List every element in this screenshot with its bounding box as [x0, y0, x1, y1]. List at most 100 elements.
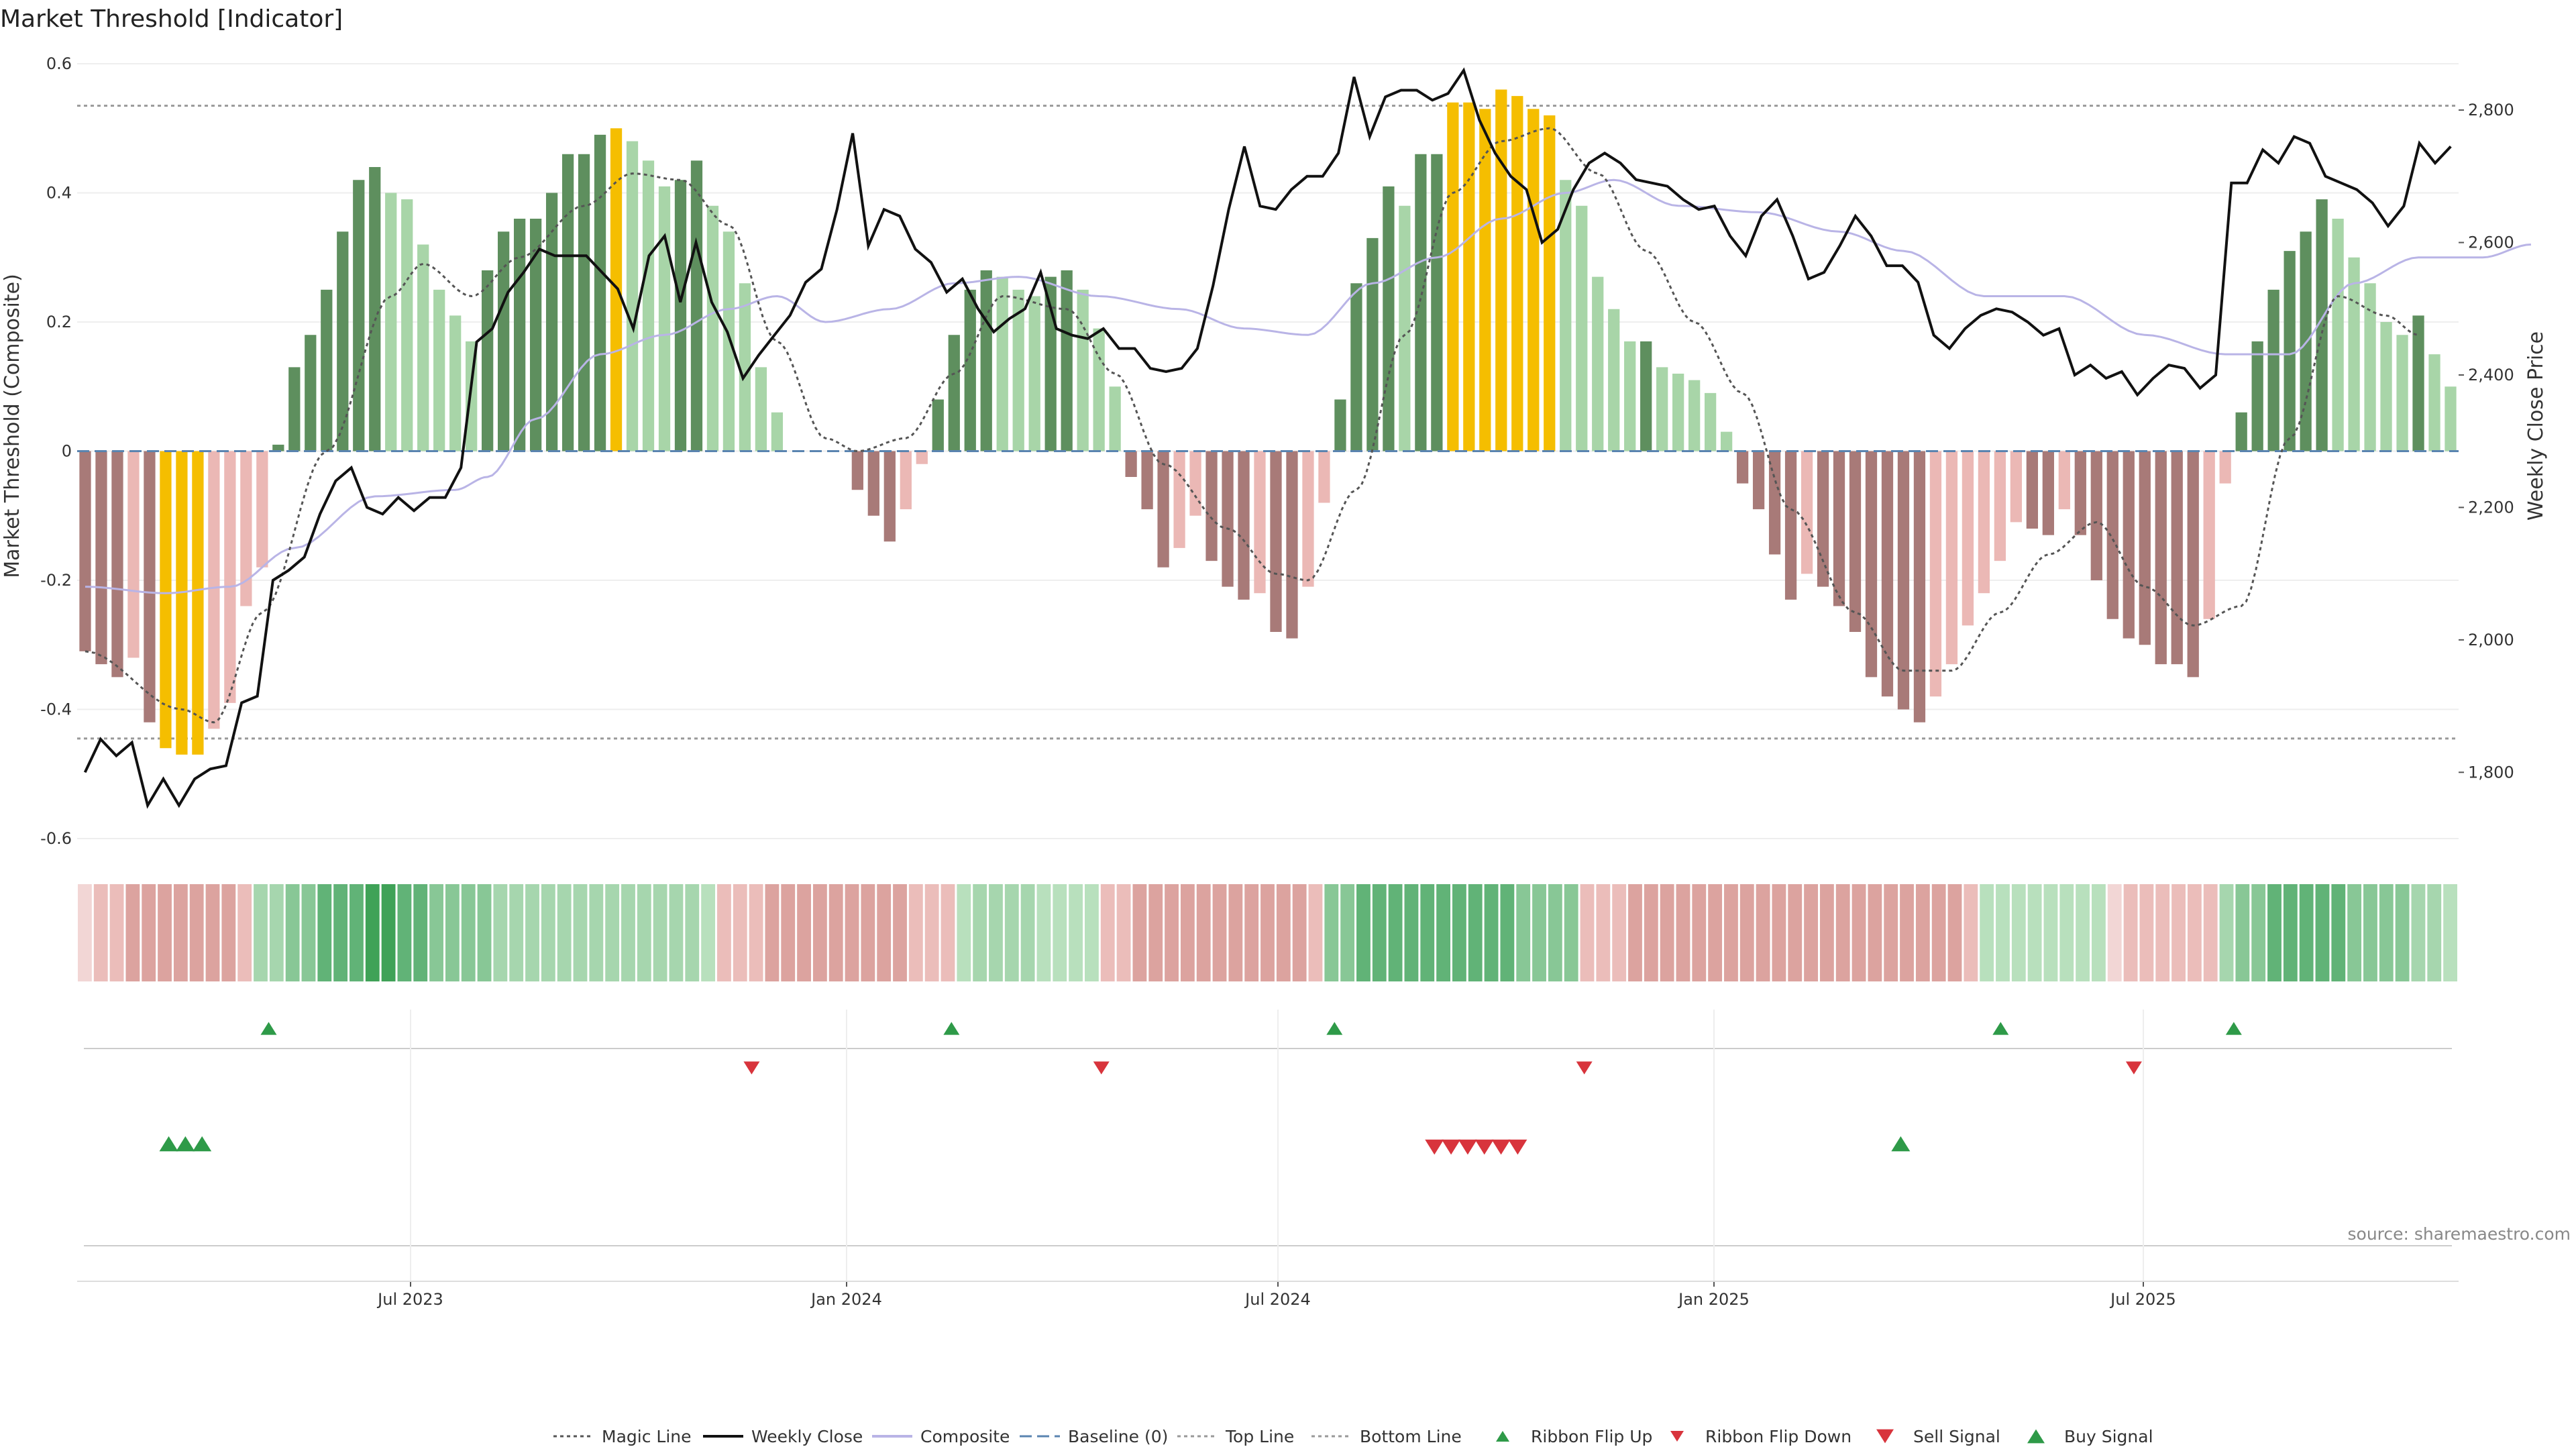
heat-strip-cell — [1500, 884, 1515, 981]
composite-bar — [1720, 431, 1733, 451]
heat-strip-cell — [317, 884, 332, 981]
heat-strip-cell — [397, 884, 412, 981]
heat-strip-cell — [413, 884, 428, 981]
buy-signal-marker — [193, 1136, 212, 1152]
composite-bar — [545, 193, 558, 451]
heat-strip-cell — [525, 884, 539, 981]
composite-bar — [1238, 451, 1250, 600]
y-right-tick: 2,000 — [2468, 631, 2514, 649]
heat-strip-cell — [93, 884, 108, 981]
composite-bar — [2058, 451, 2070, 510]
heat-strip-cell — [717, 884, 731, 981]
heat-strip-cell — [78, 884, 92, 981]
heat-strip-cell — [285, 884, 300, 981]
y-axis-right-label: Weekly Close Price — [2524, 331, 2548, 521]
composite-bar — [722, 231, 735, 451]
ribbon-flip-up-marker — [943, 1022, 960, 1035]
heat-strip-cell — [189, 884, 204, 981]
composite-bar — [642, 160, 655, 451]
heat-strip-cell — [1564, 884, 1578, 981]
composite-bar — [1028, 296, 1040, 451]
composite-bar — [1415, 154, 1427, 451]
composite-bar — [964, 289, 976, 451]
composite-bar — [2203, 451, 2215, 619]
legend-label: Baseline (0) — [1068, 1427, 1168, 1446]
y-right-tick: 2,400 — [2468, 366, 2514, 384]
heat-strip-cell — [2219, 884, 2234, 981]
composite-bar — [401, 199, 413, 451]
heat-strip-cell — [2187, 884, 2202, 981]
heat-strip-cell — [477, 884, 492, 981]
heat-strip-cell — [1452, 884, 1466, 981]
y-left-tick: 0 — [62, 442, 72, 461]
heat-strip-cell — [1116, 884, 1131, 981]
composite-bar — [2380, 322, 2392, 451]
composite-bar — [1399, 205, 1411, 451]
heat-strip-cell — [685, 884, 700, 981]
composite-bar — [2171, 451, 2183, 665]
heat-strip-cell — [1596, 884, 1611, 981]
heat-strip-cell — [125, 884, 140, 981]
heat-strip-cell — [1085, 884, 1099, 981]
heat-strip-cell — [749, 884, 763, 981]
composite-bar — [95, 451, 107, 665]
composite-bar — [706, 205, 719, 451]
composite-bar — [1945, 451, 1958, 665]
heat-strip-cell — [2043, 884, 2058, 981]
composite-bar — [1752, 451, 1765, 510]
heat-strip-cell — [2331, 884, 2346, 981]
composite-bar — [449, 315, 462, 451]
heat-strip-cell — [701, 884, 716, 981]
composite-bar — [867, 451, 879, 516]
x-tick: Jan 2024 — [810, 1290, 882, 1309]
legend-label: Bottom Line — [1360, 1427, 1462, 1446]
heat-strip-cell — [1372, 884, 1387, 981]
buy-signal-marker — [176, 1136, 195, 1152]
composite-bar — [1608, 309, 1620, 451]
composite-bar — [240, 451, 252, 606]
composite-bar — [224, 451, 236, 703]
heat-strip-cell — [1804, 884, 1818, 981]
composite-bar — [1656, 367, 1668, 451]
y-left-tick: -0.2 — [40, 571, 72, 590]
heat-strip-cell — [2251, 884, 2266, 981]
heat-strip-cell — [1676, 884, 1690, 981]
composite-bar — [1801, 451, 1813, 574]
composite-bar — [1881, 451, 1894, 697]
composite-bar — [337, 231, 349, 451]
heat-strip-cell — [1244, 884, 1259, 981]
composite-bar — [1817, 451, 1829, 587]
heat-strip-cell — [2139, 884, 2154, 981]
heat-strip-cell — [2123, 884, 2138, 981]
composite-bar — [1366, 237, 1379, 451]
composite-bar — [2348, 257, 2360, 451]
heat-strip-cell — [333, 884, 348, 981]
composite-bar — [208, 451, 220, 729]
heat-strip-cell — [461, 884, 476, 981]
heat-strip-cell — [908, 884, 923, 981]
composite-bar — [1318, 451, 1330, 503]
composite-bar — [2010, 451, 2023, 523]
heat-strip-cell — [158, 884, 172, 981]
heat-strip-cell — [941, 884, 955, 981]
heat-strip-cell — [2347, 884, 2362, 981]
heat-strip-cell — [2363, 884, 2377, 981]
heat-strip-cell — [1532, 884, 1546, 981]
legend-label: Weekly Close — [751, 1427, 863, 1446]
heat-strip-cell — [1436, 884, 1450, 981]
composite-bar — [1044, 276, 1057, 451]
heat-strip-cell — [205, 884, 220, 981]
heat-strip-cell — [541, 884, 555, 981]
heat-strip-cell — [509, 884, 524, 981]
composite-bar — [674, 180, 687, 451]
composite-bar — [1592, 276, 1604, 451]
buy-signal-marker — [1891, 1136, 1911, 1152]
heat-strip-cell — [2267, 884, 2282, 981]
composite-bar — [610, 128, 623, 451]
composite-bar — [658, 186, 671, 451]
heat-strip-cell — [2235, 884, 2250, 981]
composite-bar — [192, 451, 204, 755]
heat-strip-cell — [973, 884, 987, 981]
composite-bar — [1544, 115, 1556, 451]
